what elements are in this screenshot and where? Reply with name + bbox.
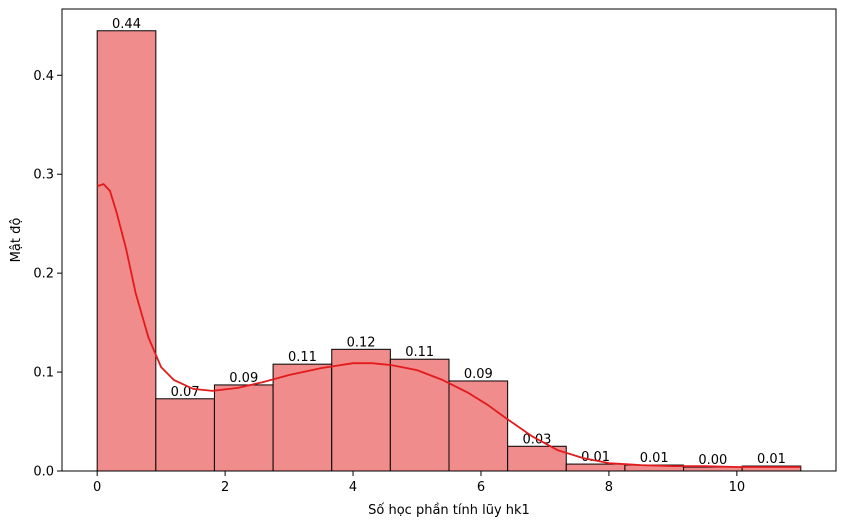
histogram-bar: [389, 358, 450, 472]
x-tick-label: 0: [93, 480, 101, 495]
x-tick-label: 10: [729, 480, 746, 495]
x-tick-label: 8: [605, 480, 613, 495]
bar-value-label: 0.00: [698, 453, 727, 468]
histogram-bar: [331, 348, 391, 472]
histogram-bar: [155, 398, 215, 472]
bar-value-label: 0.11: [405, 345, 434, 360]
bars-group: [96, 30, 802, 472]
bar-value-label: 0.11: [288, 350, 317, 365]
bar-value-label: 0.01: [757, 452, 786, 467]
kde-line: [96, 183, 801, 468]
bar-value-label: 0.01: [640, 451, 669, 466]
y-axis-title: Mật độ: [9, 218, 24, 263]
plot-frame: [61, 8, 837, 472]
y-tick-label: 0.3: [33, 168, 54, 183]
histogram-bar: [448, 380, 509, 472]
histogram-bar: [213, 384, 274, 472]
y-tick-label: 0.0: [33, 465, 54, 480]
bar-value-label: 0.07: [171, 385, 200, 400]
bar-value-label: 0.09: [229, 371, 258, 386]
bar-value-label: 0.09: [464, 367, 493, 382]
x-axis-title: Số học phần tính lũy hk1: [368, 503, 530, 518]
bar-value-label: 0.12: [347, 335, 376, 350]
x-tick-label: 4: [349, 480, 357, 495]
x-tick-label: 6: [477, 480, 485, 495]
y-tick-label: 0.1: [33, 366, 54, 381]
histogram-bar: [272, 363, 333, 472]
x-tick-label: 2: [221, 480, 229, 495]
y-axis-ticks: 0.0 0.1 0.2 0.3 0.4: [33, 69, 62, 480]
y-tick-label: 0.4: [33, 69, 54, 84]
histogram-bar: [565, 463, 626, 472]
y-tick-label: 0.2: [33, 267, 54, 282]
x-axis-ticks: 0 2 4 6 8 10: [93, 471, 745, 495]
bar-value-label: 0.44: [112, 17, 141, 32]
data-labels-group: 0.440.070.090.110.120.110.090.030.01 0.01…: [112, 17, 786, 468]
